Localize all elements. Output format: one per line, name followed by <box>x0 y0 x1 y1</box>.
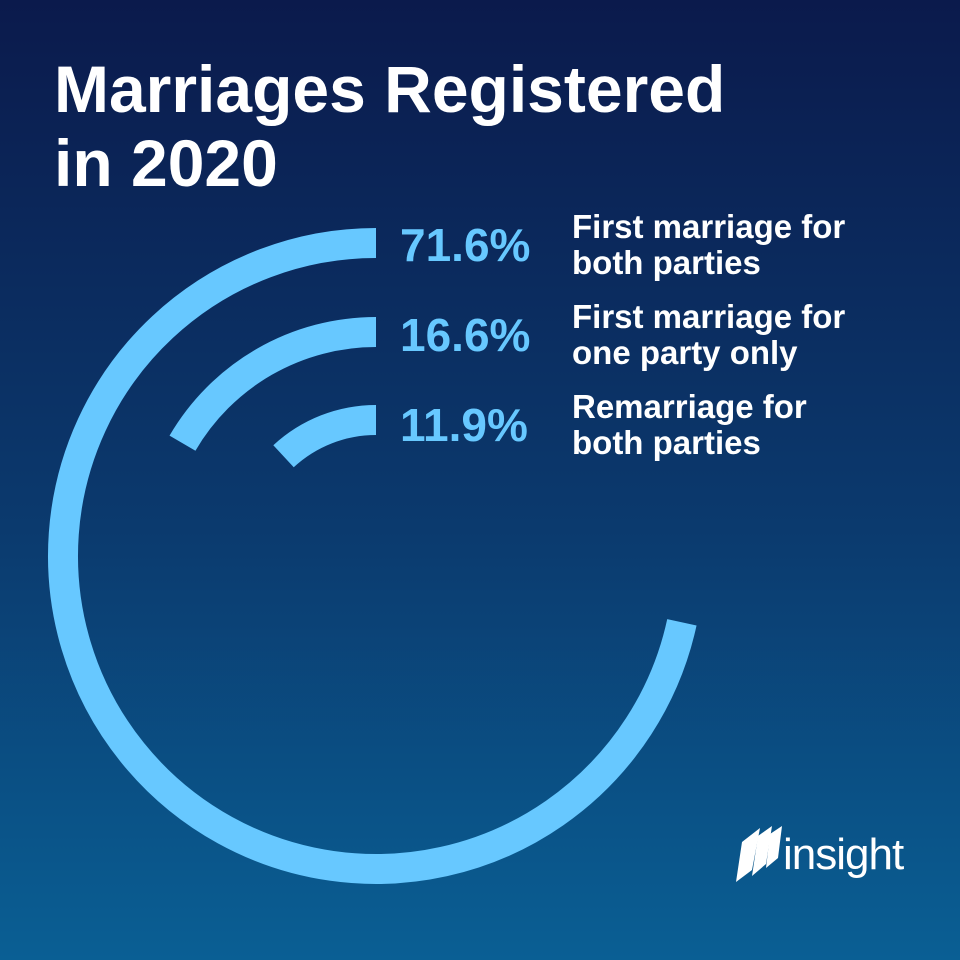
category-label: First marriage for one party only <box>572 298 846 371</box>
chart-title: Marriages Registered in 2020 <box>54 52 726 200</box>
value-label: 16.6% <box>400 309 531 361</box>
radial-bar <box>273 405 377 468</box>
value-label: 71.6% <box>400 219 531 271</box>
category-label: First marriage for both parties <box>572 208 846 281</box>
radial-bar <box>48 228 697 884</box>
value-label: 11.9% <box>400 399 528 451</box>
logo-text: insight <box>783 830 904 879</box>
radial-bar <box>169 317 377 451</box>
category-label: Remarriage for both parties <box>572 388 807 461</box>
logo-icon <box>736 826 782 882</box>
